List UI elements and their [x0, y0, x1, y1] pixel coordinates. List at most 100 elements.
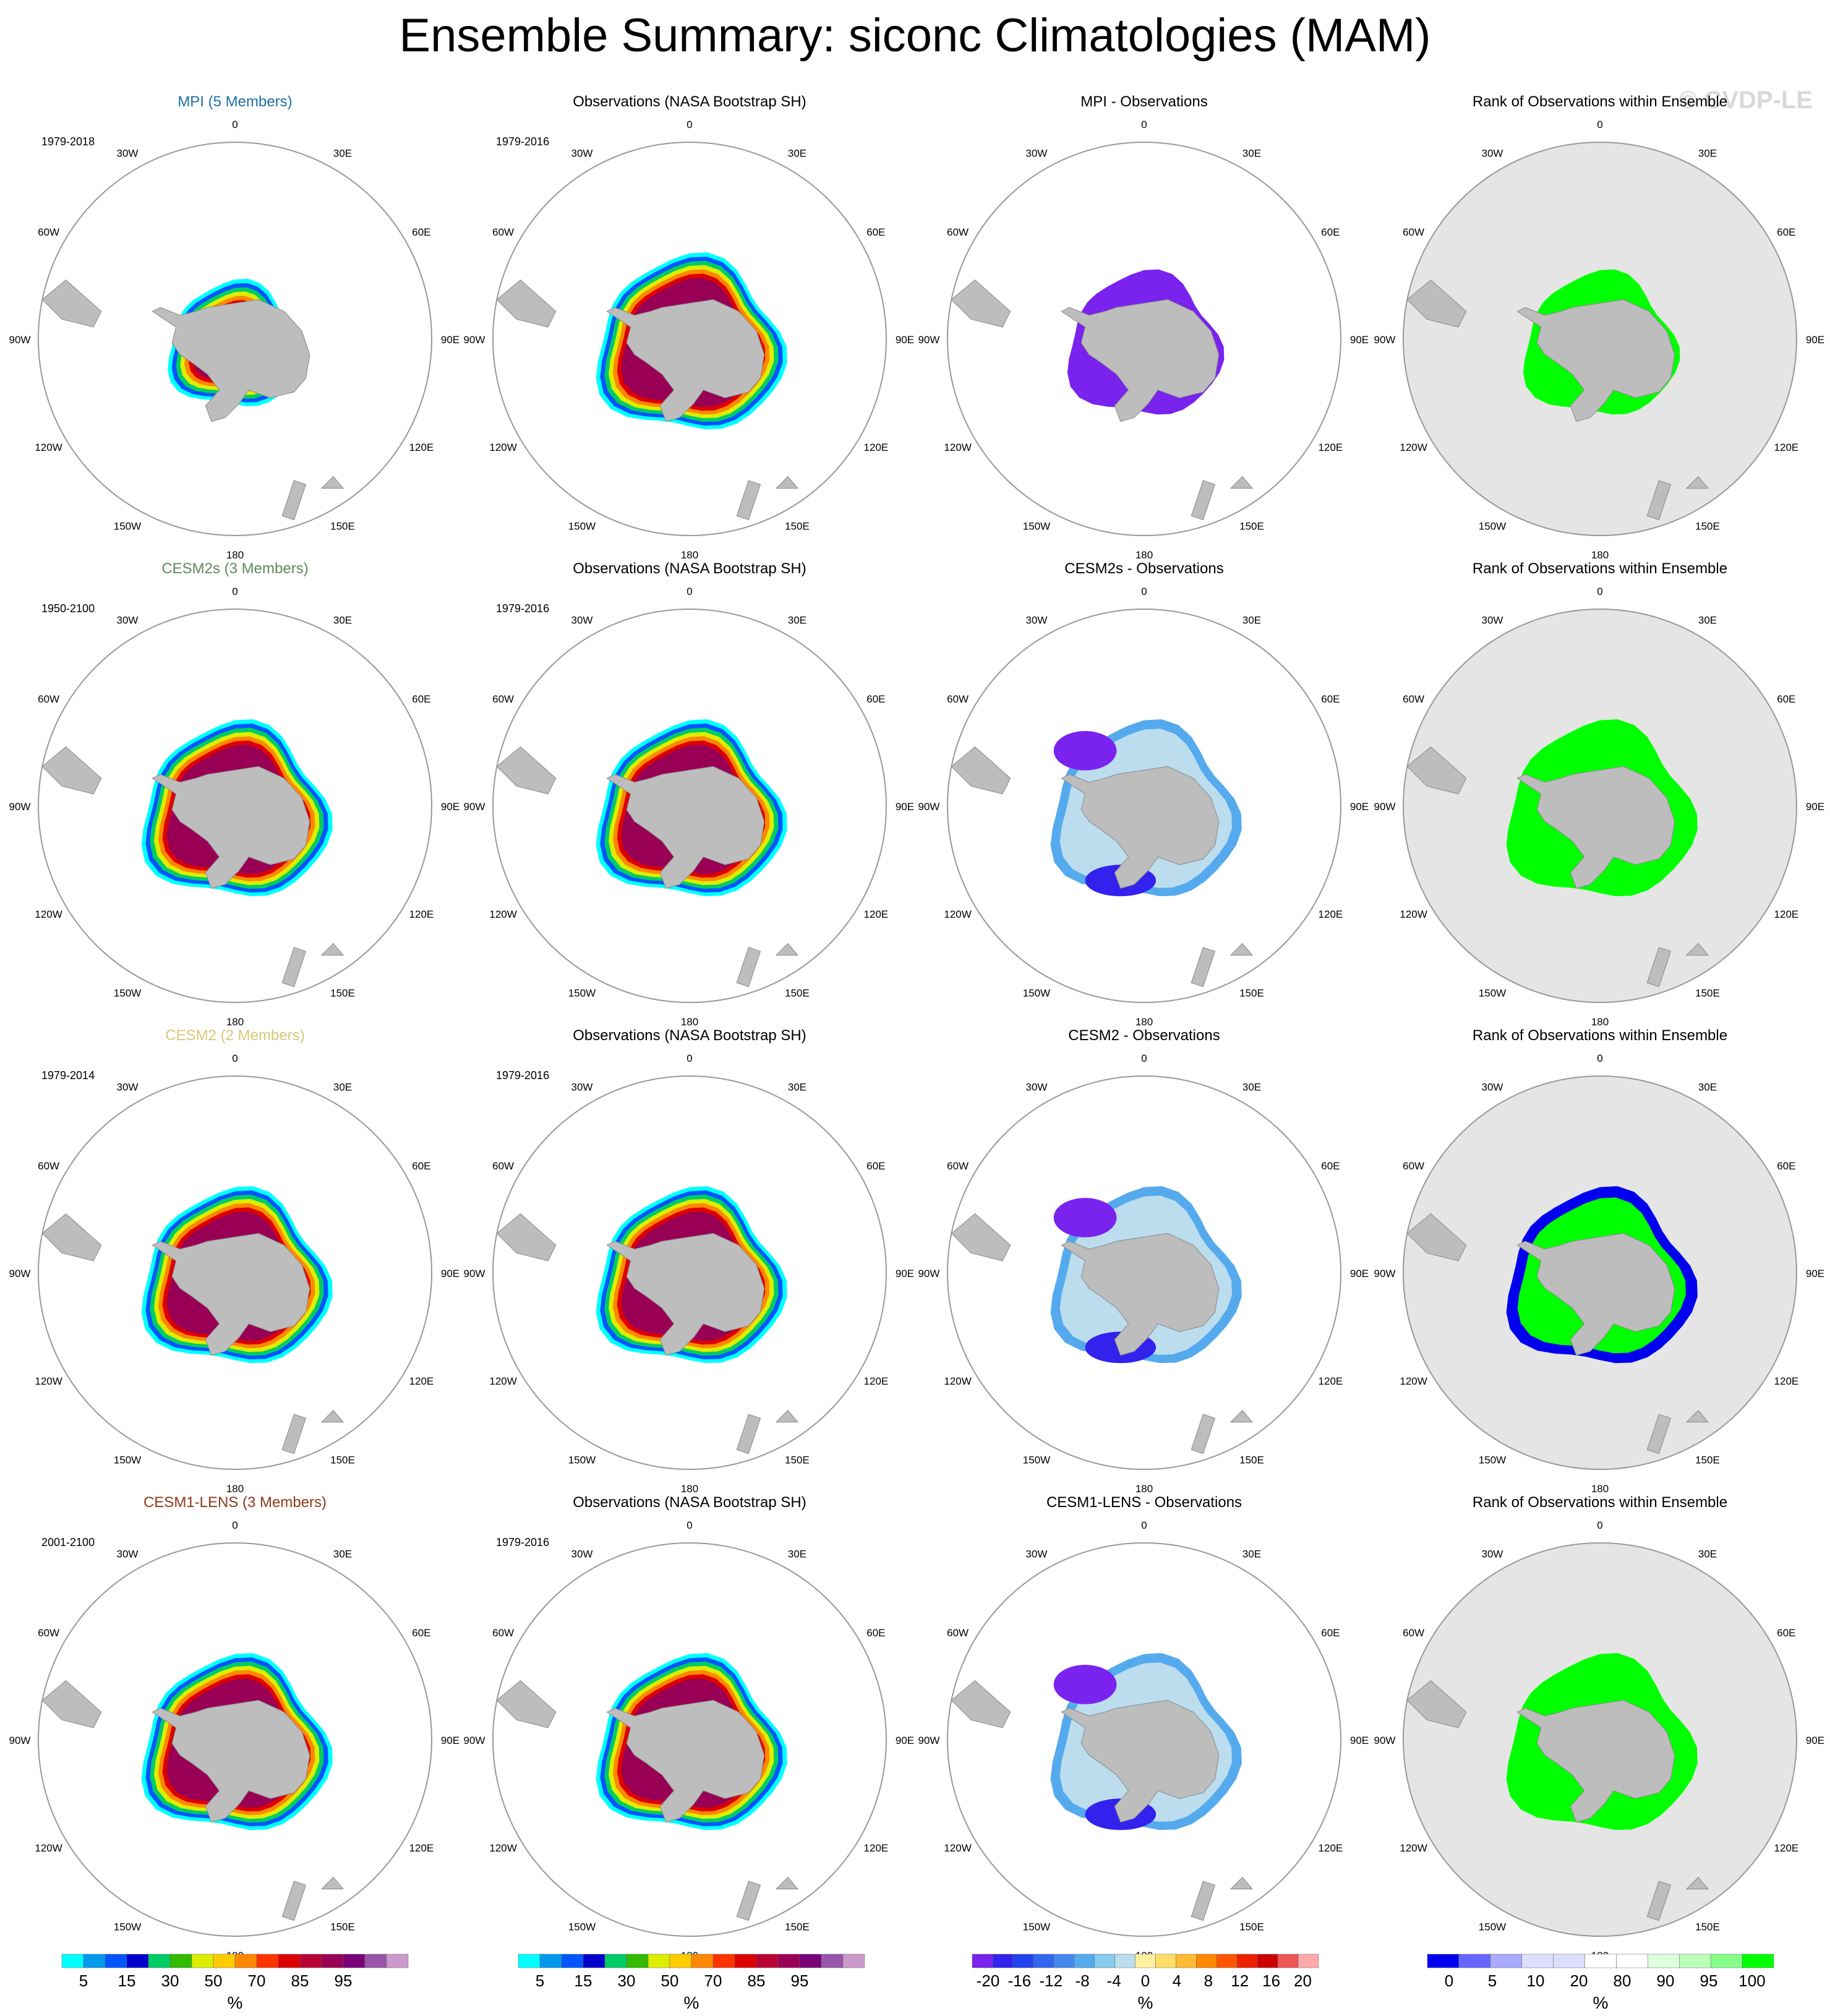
- lon-label: 120W: [1400, 1375, 1427, 1387]
- colorbar-box: [321, 1954, 344, 1968]
- lon-label: 0: [1141, 1519, 1147, 1531]
- colorbar-box: [1710, 1954, 1743, 1968]
- colorbar-box: [256, 1954, 279, 1968]
- panel-years: 1979-2016: [496, 1536, 549, 1548]
- lon-label: 60W: [492, 1627, 514, 1639]
- new-zealand-landmass: [736, 947, 761, 988]
- lon-label: 30W: [117, 1548, 139, 1560]
- lon-label: 0: [1141, 119, 1147, 130]
- lon-label: 30W: [1026, 1082, 1048, 1093]
- colorbar-tick-label: 16: [1262, 1971, 1280, 1990]
- colorbar-box: [799, 1954, 822, 1968]
- panel-model-row-1: 0 30E 60E 90E 120E 150E 180 150W 120W 90W 60W 30W MP…: [9, 93, 460, 561]
- antarctica-landmass: [606, 1699, 765, 1823]
- tasmania-landmass: [320, 1409, 344, 1423]
- panel-obs-row-2: 0 30E 60E 90E 120E 150E 180 150W 120W 90W 60W 30W Ob…: [464, 560, 915, 1028]
- lon-label: 150W: [1479, 1921, 1506, 1933]
- lon-label: 0: [1597, 1519, 1602, 1531]
- colorbar-box: [1257, 1954, 1278, 1968]
- colorbar-unit: %: [684, 1993, 699, 2012]
- siconc-colorbar-col2: 5 15 30 50 70 85 95%: [518, 1954, 865, 2012]
- lon-label: 120W: [489, 908, 516, 920]
- lon-label: 30W: [1026, 615, 1048, 626]
- lon-label: 90W: [1374, 1268, 1396, 1279]
- lon-label: 60E: [866, 226, 885, 238]
- tasmania-landmass: [1685, 1876, 1709, 1890]
- panel-diff-row-1: 0 30E 60E 90E 120E 150E 180 150W 120W 90W 60W 30W MP…: [918, 93, 1369, 561]
- colorbar-box: [1521, 1954, 1554, 1968]
- antarctica-landmass: [152, 299, 310, 422]
- lon-label: 60W: [1403, 1160, 1424, 1172]
- antarctica-landmass: [1061, 299, 1220, 422]
- lon-label: 90E: [1350, 334, 1369, 346]
- new-zealand-landmass: [281, 480, 307, 521]
- colorbar-box: [1135, 1954, 1156, 1968]
- south-america-landmass: [1406, 279, 1467, 328]
- colorbar-box: [1277, 1954, 1299, 1968]
- lon-label: 90W: [464, 1268, 485, 1279]
- colorbar-box: [105, 1954, 127, 1968]
- lon-label: 150E: [785, 987, 810, 999]
- colorbar-box: [386, 1954, 409, 1968]
- panel-years: 1979-2016: [496, 135, 549, 148]
- lon-label: 90E: [896, 1735, 914, 1746]
- colorbar-tick-label: 15: [118, 1971, 136, 1990]
- colorbar-box: [561, 1954, 584, 1968]
- lon-label: 30W: [1482, 1082, 1503, 1093]
- lon-label: 120E: [864, 442, 889, 453]
- lon-label: 120W: [944, 442, 971, 453]
- colorbar-box: [1298, 1954, 1319, 1968]
- lon-label: 90E: [896, 334, 914, 346]
- lon-label: 60E: [412, 1627, 430, 1639]
- panel-title-rank: Rank of Observations within Ensemble: [1473, 1494, 1727, 1511]
- lon-label: 120E: [409, 442, 434, 453]
- lon-label: 90E: [1350, 1268, 1369, 1279]
- lon-label: 30E: [788, 148, 806, 160]
- colorbar-box: [842, 1954, 865, 1968]
- lon-label: 180: [1591, 549, 1609, 561]
- lon-label: 0: [232, 586, 237, 597]
- panel-title-obs: Observations (NASA Bootstrap SH): [573, 560, 806, 577]
- lon-label: 0: [686, 119, 692, 130]
- lon-label: 60W: [492, 693, 514, 705]
- lon-label: 150W: [568, 987, 596, 999]
- panel-title-obs: Observations (NASA Bootstrap SH): [573, 1494, 806, 1511]
- panel-title-diff: CESM1-LENS - Observations: [1046, 1494, 1242, 1511]
- colorbar-tick-label: -12: [1040, 1971, 1063, 1990]
- colorbar-tick-label: 95: [791, 1971, 809, 1990]
- colorbar-tick-label: 100: [1738, 1971, 1765, 1990]
- south-america-landmass: [1406, 1680, 1467, 1728]
- colorbar-unit: %: [1593, 1993, 1609, 2012]
- page-title: Ensemble Summary: siconc Climatologies (…: [399, 9, 1431, 62]
- lon-label: 150W: [114, 1454, 141, 1466]
- lon-label: 30E: [333, 1082, 352, 1093]
- lon-label: 150W: [1023, 1921, 1050, 1933]
- lon-label: 60E: [1321, 1627, 1340, 1639]
- lon-label: 30E: [1242, 1082, 1261, 1093]
- colorbar-unit: %: [228, 1993, 243, 2012]
- colorbar-box: [1094, 1954, 1115, 1968]
- south-america-landmass: [951, 1680, 1011, 1728]
- panel-title-model: MPI (5 Members): [177, 93, 292, 110]
- lon-label: 90E: [441, 334, 460, 346]
- lon-label: 120E: [1319, 1375, 1343, 1387]
- lon-label: 120E: [864, 1375, 889, 1387]
- colorbar-tick-label: 30: [161, 1971, 179, 1990]
- lon-label: 150W: [114, 520, 141, 532]
- lon-label: 90E: [1806, 1735, 1824, 1746]
- lon-label: 120W: [1400, 908, 1427, 920]
- new-zealand-landmass: [736, 1414, 761, 1454]
- panel-model-row-4: 030E60E90E120E150E180150W120W90W60W30WCE…: [9, 1494, 460, 1962]
- lon-label: 120W: [489, 442, 516, 453]
- lon-label: 120W: [35, 908, 62, 920]
- lon-label: 180: [681, 549, 698, 561]
- colorbar-tick-label: -20: [977, 1971, 1000, 1990]
- lon-label: 60W: [1403, 226, 1424, 238]
- lon-label: 0: [686, 586, 692, 597]
- south-america-landmass: [1406, 1213, 1467, 1262]
- lon-label: 60E: [1777, 693, 1795, 705]
- lon-label: 120W: [1400, 1842, 1427, 1854]
- panel-diff-row-2: 0 30E 60E 90E 120E 150E 180 150W 120W 90W 60W 30W CE…: [918, 560, 1369, 1028]
- lon-label: 120W: [489, 1375, 516, 1387]
- lon-label: 90E: [1350, 801, 1369, 813]
